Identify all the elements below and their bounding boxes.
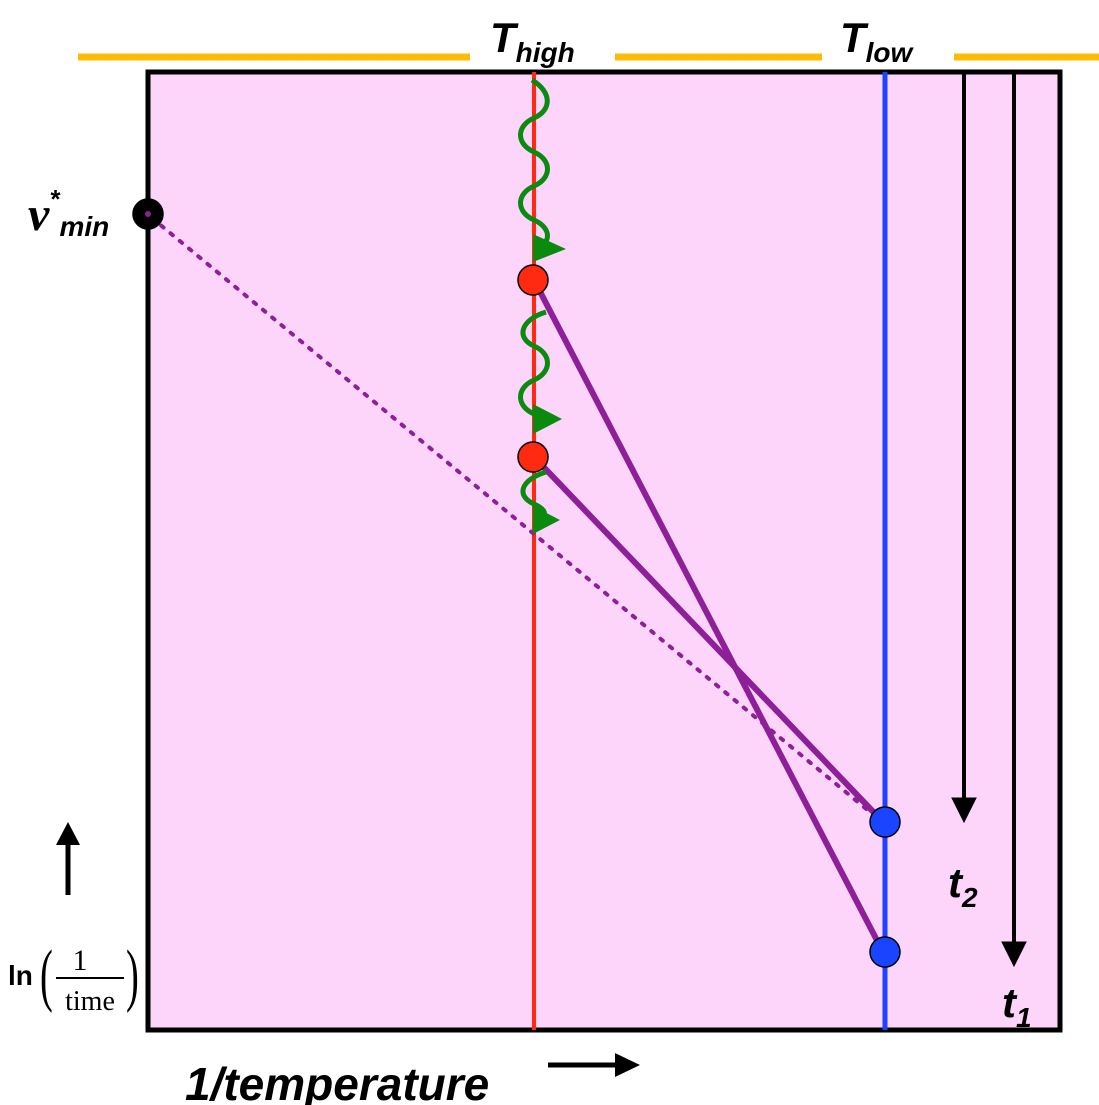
y-axis-label-num: 1: [73, 944, 88, 977]
min-rate-dot-center: [145, 211, 151, 217]
cold-dot-lower: [869, 936, 901, 968]
wavy-arrow-1: [518, 77, 550, 253]
t2-label: t2: [948, 859, 978, 913]
t-low-label: Tlow: [840, 14, 915, 68]
t2-label-sub: 2: [961, 882, 978, 913]
wavy-arrowheads: [533, 234, 566, 534]
nu-min-label-sub: min: [59, 211, 109, 242]
nu-min-label: ν*min: [28, 184, 109, 242]
extrapolation-dotted-line: [150, 216, 884, 824]
t-high-label-sub: high: [516, 37, 575, 68]
connector-lower-to-upper: [531, 454, 886, 825]
y-axis-label-rparen: ): [126, 937, 139, 1014]
t2-arrowhead: [951, 797, 977, 824]
cold-dot-upper: [869, 806, 901, 838]
t-high-label-main: T: [490, 14, 519, 61]
time-arrows: [951, 72, 1027, 968]
t1-arrowhead: [1001, 941, 1027, 968]
x-axis-label: 1/temperature: [185, 1058, 489, 1105]
y-axis-label-lparen: (: [40, 937, 53, 1014]
t1-label-sub: 1: [1016, 1002, 1032, 1033]
nu-min-label-sup: *: [49, 184, 61, 214]
hot-dot-lower: [517, 441, 549, 473]
t2-label-main: t: [948, 859, 964, 906]
y-axis-arrowhead: [56, 822, 80, 845]
hot-dot-upper: [517, 264, 549, 296]
plot-frame: [145, 69, 1063, 1033]
y-axis-label-ln: ln: [8, 960, 33, 991]
y-axis-arrow: [56, 822, 80, 895]
nu-min-label-main: ν: [28, 188, 50, 241]
y-axis-label: ln ( 1 time ): [8, 937, 139, 1017]
y-axis-label-den: time: [65, 986, 115, 1017]
connector-upper-to-lower: [531, 278, 886, 954]
wavy-arrowhead-2: [533, 404, 562, 434]
wavy-arrow-2: [518, 309, 550, 417]
t-low-label-sub: low: [866, 37, 915, 68]
t-low-label-main: T: [840, 14, 869, 61]
x-axis-arrowhead: [615, 1053, 640, 1077]
t-high-label: Thigh: [490, 14, 575, 68]
wavy-arrowhead-3: [533, 506, 560, 534]
x-axis-arrow: [548, 1053, 640, 1077]
t1-label: t1: [1002, 979, 1032, 1033]
wavy-arrowhead-1: [533, 234, 566, 262]
t1-label-main: t: [1002, 979, 1018, 1026]
